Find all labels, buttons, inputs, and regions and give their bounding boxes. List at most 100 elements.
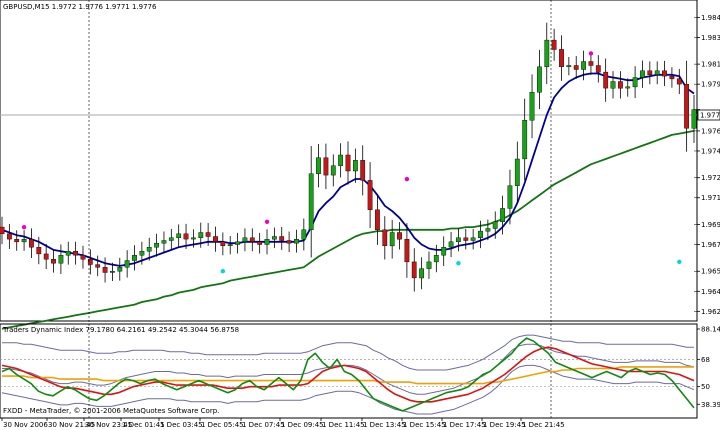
candle-body [566, 65, 572, 67]
price-pane[interactable]: 1.9845 1.9830 1.9810 1.9795 1.9760 1.9745 1.97… [0, 0, 720, 330]
candle-body [382, 229, 388, 247]
candle-body [205, 232, 211, 237]
signal-dot [264, 219, 270, 224]
candle-body [514, 158, 520, 186]
candle-body [411, 261, 417, 279]
time-tick-label: 1 Dec 13:45 [363, 421, 406, 429]
candle-body [109, 271, 115, 273]
indicator-tick-label: 38.3919 [701, 401, 720, 409]
candle-body [581, 61, 587, 70]
candle-body [389, 232, 395, 247]
price-axis: 1.9845 1.9830 1.9810 1.9795 1.9760 1.9745 1.97… [697, 14, 720, 316]
market-base-line [2, 366, 694, 385]
time-tick-label: 1 Dec 03:45 [160, 421, 203, 429]
candle-body [330, 165, 336, 176]
candle-body [227, 244, 233, 246]
candle-body [73, 250, 79, 256]
candle-body [397, 232, 402, 240]
price-tick-label: 1.9725 [701, 174, 720, 182]
symbol-header: GBPUSD,M15 1.9772 1.9776 1.9771 1.9776 [3, 3, 157, 11]
candle-body [456, 237, 461, 243]
copyright-text: FXDD - MetaTrader, © 2001-2006 MetaQuote… [3, 407, 219, 415]
price-tick-label: 1.9690 [701, 221, 720, 229]
candle-body [14, 238, 20, 243]
candle-body [190, 237, 196, 240]
time-tick-label: 1 Dec 05:45 [201, 421, 244, 429]
candle-body [522, 119, 528, 160]
candle-body [537, 66, 542, 93]
time-tick-label: 30 Nov 2006 [3, 421, 48, 429]
candle-body [529, 91, 535, 121]
time-tick-label: 1 Dec 19:45 [483, 421, 526, 429]
candle-body [58, 254, 64, 264]
price-tick-label: 1.9810 [701, 61, 720, 69]
volatility-band [2, 334, 694, 371]
price-tick-label: 1.9625 [701, 308, 720, 316]
indicator-tick-label: 50 [701, 383, 710, 391]
candle-body [102, 267, 108, 273]
indicator-axis: 88.1488 68 50 38.3919 [697, 326, 720, 409]
candle-body [183, 233, 189, 240]
candle-body [338, 154, 343, 166]
indicator-pane[interactable]: 88.1488 68 50 38.3919 Traders Dynamic Index… [0, 323, 720, 419]
time-tick-label: 30 Nov 23:45 [85, 421, 132, 429]
candle-body [603, 71, 609, 89]
candle-body [632, 77, 638, 88]
candle-body [117, 267, 123, 272]
candle-body [485, 228, 491, 232]
candle-body [213, 236, 218, 243]
candle-body [161, 240, 167, 244]
candle-body [146, 246, 152, 252]
candle-body [43, 253, 49, 260]
candle-body [360, 160, 366, 181]
candle-body [220, 241, 226, 247]
price-tick-label: 1.9745 [701, 147, 720, 155]
candle-body [345, 154, 351, 172]
candle-body [367, 180, 373, 210]
candlesticks [0, 22, 697, 292]
candle-body [625, 86, 631, 89]
price-tick-label: 1.9710 [701, 194, 720, 202]
time-tick-label: 1 Dec 01:45 [122, 421, 165, 429]
candle-body [448, 241, 454, 248]
candle-body [426, 261, 432, 269]
candle-body [249, 237, 255, 243]
candle-body [154, 242, 159, 248]
candle-body [654, 70, 660, 76]
candle-body [551, 39, 557, 50]
indicator-tick-label: 88.1488 [701, 326, 720, 334]
indicator-header: Traders Dynamic Index 79.1780 64.2161 49… [2, 326, 239, 334]
signal-dot [677, 259, 682, 265]
indicator-tick-label: 68 [701, 356, 710, 364]
candle-body [507, 185, 513, 209]
candle-body [176, 233, 182, 239]
signal-dots [21, 51, 682, 274]
slow-ma-line [1, 130, 695, 330]
price-tick-label: 1.9760 [701, 127, 720, 135]
candle-body [676, 78, 682, 85]
candle-body [662, 70, 667, 77]
candle-body [279, 236, 285, 241]
candle-body [51, 259, 56, 264]
candle-body [500, 208, 505, 222]
candle-body [132, 254, 137, 261]
candle-body [404, 238, 410, 263]
indicator-pane-frame [0, 323, 698, 419]
candle-body [470, 237, 476, 241]
candle-body [441, 246, 447, 256]
signal-dot [588, 51, 594, 56]
candle-body [433, 254, 439, 263]
candle-body [29, 238, 34, 248]
signal-dot [220, 269, 226, 274]
signal-dot [21, 224, 27, 230]
candle-body [308, 173, 314, 230]
current-price-label: 1.9776 [700, 112, 720, 120]
candle-body [492, 221, 498, 229]
candle-body [124, 260, 130, 268]
candle-body [301, 229, 307, 240]
slow-moving-average [1, 130, 695, 330]
price-tick-label: 1.9640 [701, 288, 720, 296]
candle-body [235, 241, 240, 245]
